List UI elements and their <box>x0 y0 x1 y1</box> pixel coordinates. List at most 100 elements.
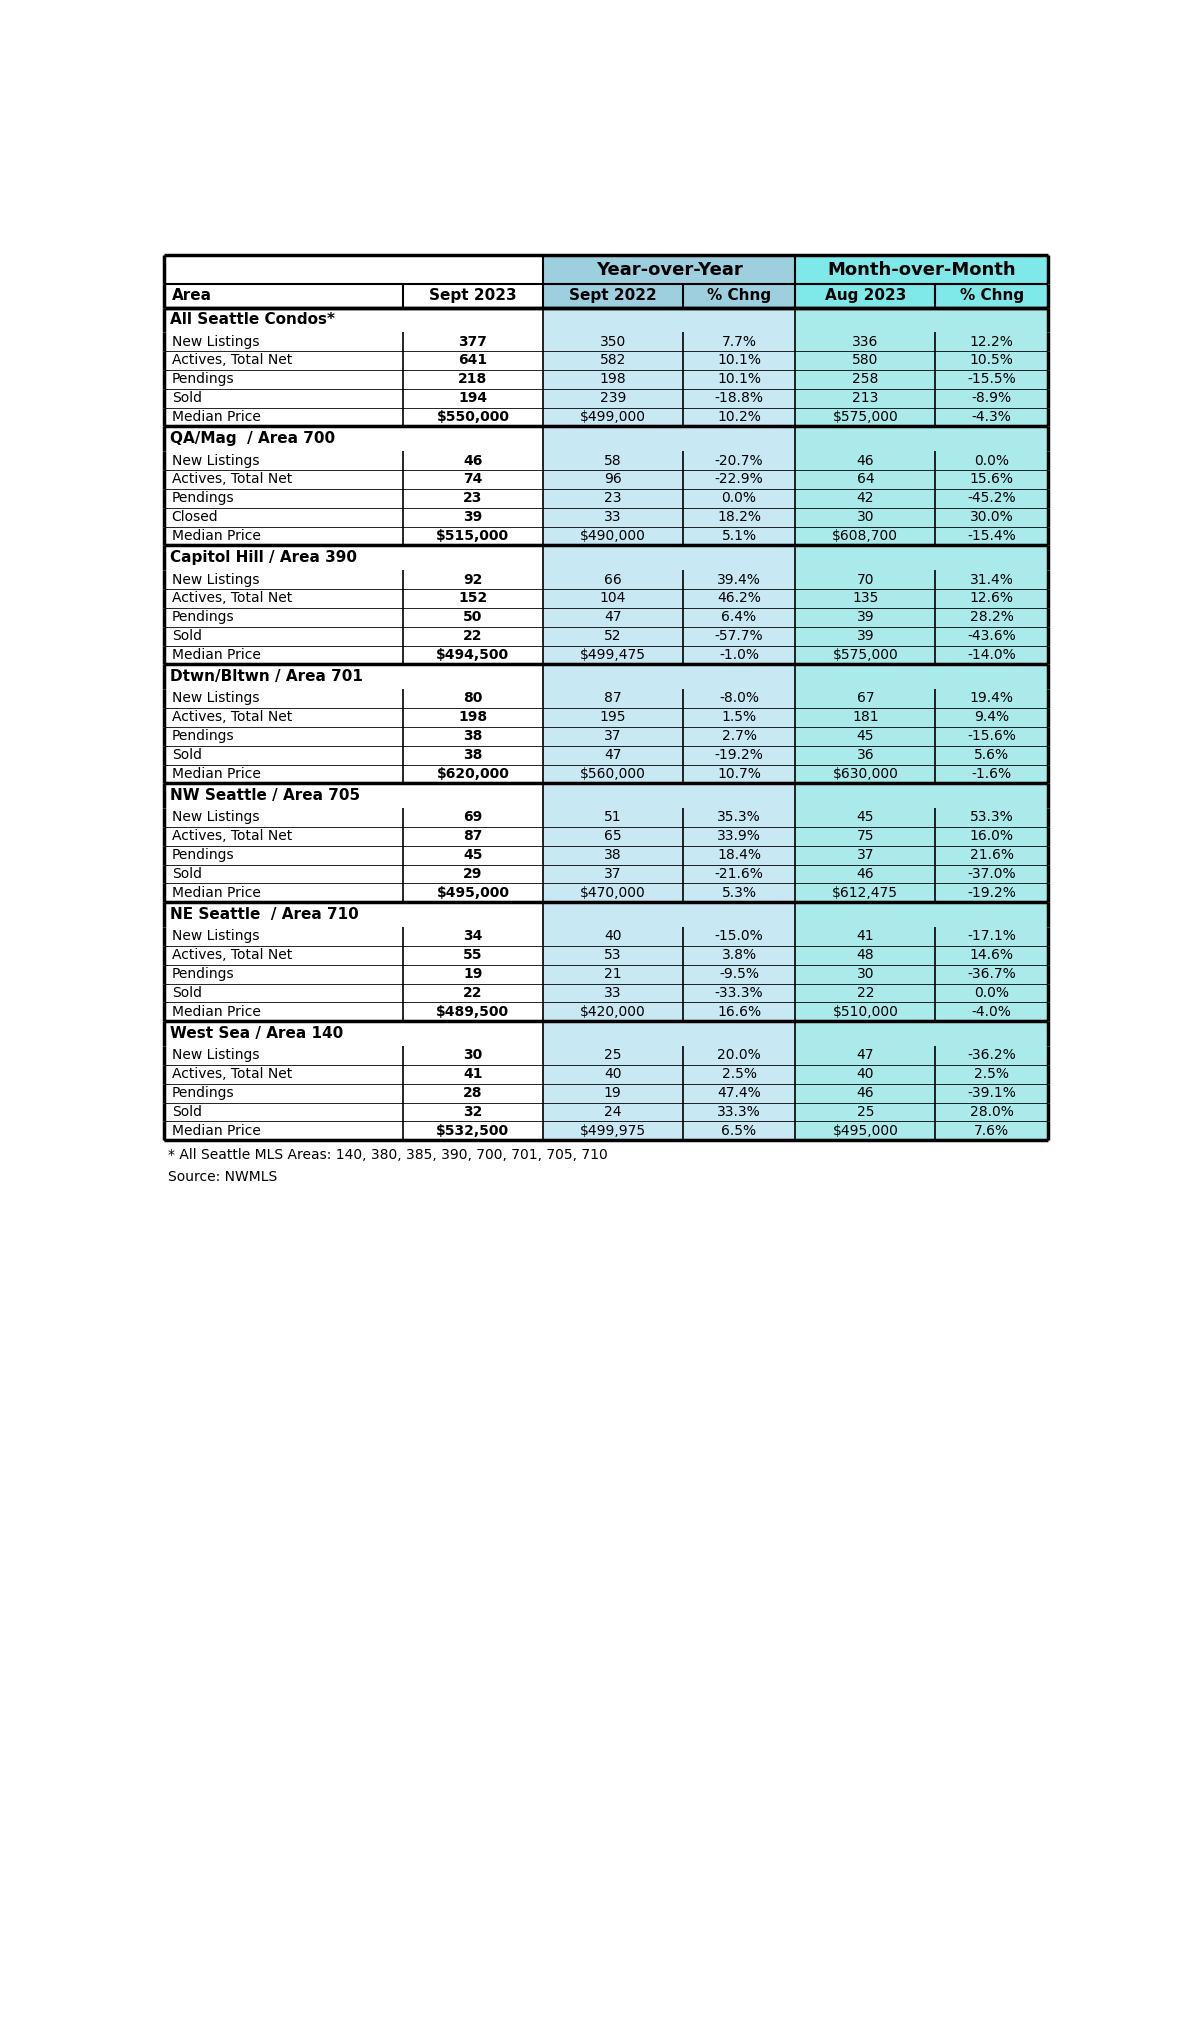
Bar <box>683 646 796 664</box>
Bar <box>935 408 1048 426</box>
Bar <box>542 369 683 390</box>
Bar <box>164 570 403 589</box>
Text: -19.2%: -19.2% <box>967 885 1016 899</box>
Bar <box>796 964 935 985</box>
Bar <box>935 369 1048 390</box>
Bar <box>683 964 796 985</box>
Bar <box>542 607 683 627</box>
Text: 12.6%: 12.6% <box>970 591 1014 605</box>
Text: 69: 69 <box>463 810 482 824</box>
Bar <box>683 808 796 826</box>
Text: 104: 104 <box>600 591 626 605</box>
Bar <box>164 847 403 865</box>
Text: $550,000: $550,000 <box>437 410 510 424</box>
Bar <box>683 489 796 508</box>
Text: 2.5%: 2.5% <box>721 1068 756 1082</box>
Bar <box>796 826 935 847</box>
Text: Capitol Hill / Area 390: Capitol Hill / Area 390 <box>170 550 358 564</box>
Text: -17.1%: -17.1% <box>967 930 1016 944</box>
Text: Median Price: Median Price <box>172 530 260 542</box>
Bar <box>935 964 1048 985</box>
Text: 198: 198 <box>458 710 487 725</box>
Text: 22: 22 <box>857 987 874 1001</box>
Bar <box>542 1102 683 1121</box>
Bar <box>683 928 796 946</box>
Bar <box>683 1121 796 1141</box>
Text: 23: 23 <box>463 491 482 505</box>
Bar <box>796 1102 935 1121</box>
Text: 22: 22 <box>463 987 482 1001</box>
Bar <box>796 688 935 708</box>
Text: 35.3%: 35.3% <box>718 810 761 824</box>
Bar <box>403 451 542 471</box>
Bar <box>935 627 1048 646</box>
Text: Median Price: Median Price <box>172 1005 260 1019</box>
Text: Year-over-Year: Year-over-Year <box>595 260 743 278</box>
Text: -19.2%: -19.2% <box>715 749 763 761</box>
Bar <box>683 471 796 489</box>
Text: 10.1%: 10.1% <box>718 353 761 367</box>
Text: 40: 40 <box>604 1068 622 1082</box>
Bar <box>935 607 1048 627</box>
Text: -37.0%: -37.0% <box>967 867 1016 881</box>
Text: -22.9%: -22.9% <box>715 473 763 487</box>
Bar <box>403 284 542 307</box>
Bar <box>164 390 403 408</box>
Text: -20.7%: -20.7% <box>715 453 763 467</box>
Text: $515,000: $515,000 <box>437 530 510 542</box>
Bar <box>683 408 796 426</box>
Bar <box>935 865 1048 883</box>
Bar <box>935 826 1048 847</box>
Text: 29: 29 <box>463 867 482 881</box>
Text: 74: 74 <box>463 473 482 487</box>
Bar <box>796 928 935 946</box>
Bar <box>796 1121 935 1141</box>
Text: 34: 34 <box>463 930 482 944</box>
Text: -36.2%: -36.2% <box>967 1047 1016 1062</box>
Text: $575,000: $575,000 <box>833 648 899 662</box>
Bar <box>542 307 796 333</box>
Bar <box>403 627 542 646</box>
Text: Median Price: Median Price <box>172 648 260 662</box>
Bar <box>796 1021 1048 1045</box>
Text: 15.6%: 15.6% <box>970 473 1014 487</box>
Bar <box>403 1003 542 1021</box>
Bar <box>935 1102 1048 1121</box>
Text: 19: 19 <box>463 966 482 980</box>
Text: $495,000: $495,000 <box>833 1125 899 1139</box>
Text: Month-over-Month: Month-over-Month <box>828 260 1016 278</box>
Bar <box>542 1003 683 1021</box>
Text: 135: 135 <box>852 591 878 605</box>
Bar <box>403 526 542 546</box>
Bar <box>164 883 403 901</box>
Text: 30: 30 <box>463 1047 482 1062</box>
Bar <box>403 1121 542 1141</box>
Text: 39.4%: 39.4% <box>718 572 761 587</box>
Text: 198: 198 <box>600 371 626 386</box>
Text: 377: 377 <box>458 335 487 349</box>
Bar <box>796 808 935 826</box>
Bar <box>164 1102 403 1121</box>
Bar <box>164 808 403 826</box>
Text: -39.1%: -39.1% <box>967 1086 1016 1100</box>
Bar <box>164 351 403 369</box>
Text: Sold: Sold <box>172 1104 202 1119</box>
Text: $620,000: $620,000 <box>437 767 509 782</box>
Text: New Listings: New Listings <box>172 335 259 349</box>
Bar <box>796 784 1048 808</box>
Text: 40: 40 <box>857 1068 874 1082</box>
Bar <box>683 351 796 369</box>
Text: 28.2%: 28.2% <box>970 611 1014 625</box>
Bar <box>164 627 403 646</box>
Text: 42: 42 <box>857 491 874 505</box>
Text: 16.0%: 16.0% <box>970 830 1014 842</box>
Bar <box>796 865 935 883</box>
Bar <box>164 745 403 765</box>
Bar <box>542 351 683 369</box>
Text: 55: 55 <box>463 948 482 962</box>
Text: Source: NWMLS: Source: NWMLS <box>168 1169 277 1183</box>
Bar <box>796 570 935 589</box>
Bar <box>542 471 683 489</box>
Text: 19.4%: 19.4% <box>970 692 1014 706</box>
Bar <box>164 1066 403 1084</box>
